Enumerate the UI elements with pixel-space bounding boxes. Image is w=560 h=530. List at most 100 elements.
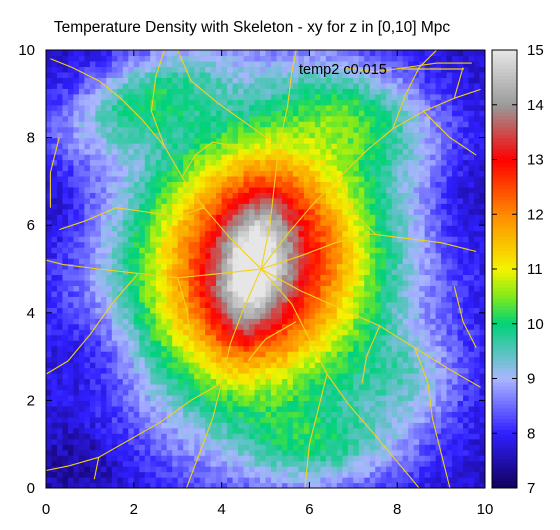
- heatmap-cell: [205, 439, 211, 445]
- heatmap-cell: [194, 313, 200, 319]
- heatmap-cell: [260, 198, 266, 204]
- heatmap-cell: [326, 324, 332, 330]
- heatmap-cell: [167, 170, 173, 176]
- heatmap-cell: [266, 384, 272, 390]
- heatmap-cell: [348, 302, 354, 308]
- heatmap-cell: [161, 406, 167, 412]
- heatmap-cell: [337, 318, 343, 324]
- heatmap-cell: [266, 444, 272, 450]
- heatmap-cell: [161, 362, 167, 368]
- heatmap-cell: [112, 264, 118, 270]
- heatmap-cell: [222, 138, 228, 144]
- heatmap-cell: [222, 461, 228, 467]
- heatmap-cell: [205, 181, 211, 187]
- heatmap-cell: [51, 428, 57, 434]
- heatmap-cell: [238, 192, 244, 198]
- heatmap-cell: [51, 127, 57, 133]
- heatmap-cell: [178, 258, 184, 264]
- heatmap-cell: [370, 400, 376, 406]
- heatmap-cell: [227, 253, 233, 259]
- heatmap-cell: [128, 466, 134, 472]
- heatmap-cell: [304, 373, 310, 379]
- heatmap-cell: [309, 395, 315, 401]
- heatmap-cell: [375, 406, 381, 412]
- heatmap-cell: [337, 368, 343, 374]
- heatmap-cell: [62, 242, 68, 248]
- heatmap-cell: [200, 138, 206, 144]
- heatmap-cell: [353, 127, 359, 133]
- heatmap-cell: [211, 83, 217, 89]
- heatmap-cell: [244, 165, 250, 171]
- heatmap-cell: [381, 242, 387, 248]
- heatmap-cell: [331, 247, 337, 253]
- heatmap-cell: [249, 187, 255, 193]
- heatmap-cell: [145, 72, 151, 78]
- heatmap-cell: [123, 187, 129, 193]
- heatmap-cell: [276, 176, 282, 182]
- heatmap-cell: [298, 143, 304, 149]
- heatmap-cell: [271, 357, 277, 363]
- heatmap-cell: [123, 110, 129, 116]
- heatmap-cell: [194, 373, 200, 379]
- heatmap-cell: [309, 99, 315, 105]
- heatmap-cell: [238, 181, 244, 187]
- heatmap-cell: [298, 373, 304, 379]
- heatmap-cell: [331, 170, 337, 176]
- heatmap-cell: [320, 88, 326, 94]
- heatmap-cell: [178, 253, 184, 259]
- heatmap-cell: [101, 236, 107, 242]
- heatmap-cell: [68, 264, 74, 270]
- heatmap-cell: [342, 362, 348, 368]
- heatmap-cell: [178, 154, 184, 160]
- heatmap-cell: [139, 302, 145, 308]
- heatmap-cell: [211, 176, 217, 182]
- heatmap-cell: [249, 247, 255, 253]
- heatmap-cell: [282, 302, 288, 308]
- heatmap-cell: [222, 466, 228, 472]
- heatmap-cell: [57, 346, 63, 352]
- heatmap-cell: [112, 187, 118, 193]
- heatmap-cell: [233, 165, 239, 171]
- heatmap-cell: [211, 61, 217, 67]
- heatmap-cell: [95, 400, 101, 406]
- heatmap-cell: [150, 220, 156, 226]
- heatmap-cell: [337, 258, 343, 264]
- heatmap-cell: [194, 389, 200, 395]
- heatmap-cell: [211, 209, 217, 215]
- heatmap-cell: [128, 253, 134, 259]
- heatmap-cell: [260, 121, 266, 127]
- heatmap-cell: [293, 368, 299, 374]
- heatmap-cell: [106, 154, 112, 160]
- heatmap-cell: [95, 154, 101, 160]
- heatmap-cell: [293, 160, 299, 166]
- heatmap-cell: [381, 400, 387, 406]
- heatmap-cell: [364, 198, 370, 204]
- heatmap-cell: [112, 357, 118, 363]
- heatmap-cell: [348, 389, 354, 395]
- heatmap-cell: [123, 274, 129, 280]
- heatmap-cell: [57, 455, 63, 461]
- heatmap-cell: [145, 110, 151, 116]
- heatmap-cell: [145, 160, 151, 166]
- heatmap-cell: [189, 143, 195, 149]
- heatmap-cell: [337, 192, 343, 198]
- heatmap-cell: [51, 110, 57, 116]
- heatmap-cell: [255, 138, 261, 144]
- heatmap-cell: [139, 214, 145, 220]
- heatmap-cell: [123, 66, 129, 72]
- heatmap-cell: [156, 472, 162, 478]
- heatmap-cell: [156, 154, 162, 160]
- heatmap-cell: [106, 99, 112, 105]
- heatmap-cell: [222, 477, 228, 483]
- heatmap-cell: [271, 466, 277, 472]
- heatmap-cell: [222, 72, 228, 78]
- heatmap-cell: [51, 417, 57, 423]
- heatmap-cell: [161, 384, 167, 390]
- heatmap-cell: [123, 165, 129, 171]
- heatmap-cell: [167, 313, 173, 319]
- heatmap-cell: [348, 55, 354, 61]
- heatmap-cell: [271, 428, 277, 434]
- heatmap-cell: [238, 127, 244, 133]
- heatmap-cell: [178, 351, 184, 357]
- heatmap-cell: [117, 428, 123, 434]
